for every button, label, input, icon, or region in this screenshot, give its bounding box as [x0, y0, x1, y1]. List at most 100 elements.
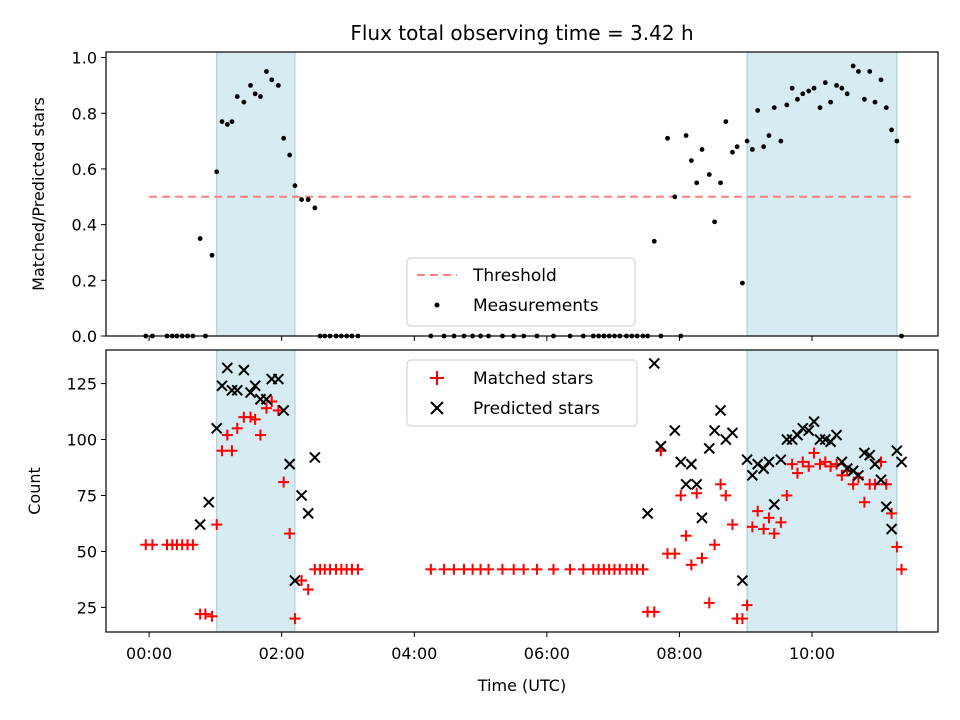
matched-star-point [685, 559, 697, 571]
bottom-plot-frame [105, 349, 939, 633]
matched-star-points [140, 395, 908, 625]
measurement-point [723, 119, 729, 125]
top-shaded-intervals [216, 51, 898, 337]
measurement-point [795, 96, 800, 102]
shaded-interval-2 [746, 51, 898, 337]
matched-star-point [758, 523, 770, 535]
measurement-point [744, 138, 750, 144]
matched-star-point [858, 496, 870, 508]
matched-star-point [797, 456, 809, 468]
measurement-point [784, 102, 790, 108]
matched-star-point [736, 613, 748, 625]
measurement-point [872, 99, 878, 105]
measurement-point [878, 77, 884, 83]
predicted-star-point [714, 404, 727, 417]
matched-star-point [648, 606, 660, 618]
matched-star-point [231, 422, 243, 434]
matched-star-point [289, 613, 301, 625]
top-x-ticks [148, 336, 813, 341]
measurement-point [856, 69, 861, 74]
measurement-point [761, 144, 767, 150]
y-tick-label: 0.4 [72, 216, 97, 235]
measurement-point [219, 119, 225, 125]
matched-star-point [577, 563, 589, 575]
matched-star-point [781, 489, 793, 501]
measurement-point [694, 180, 700, 186]
matched-star-point [746, 521, 758, 533]
measurement-point [755, 108, 761, 113]
predicted-star-point [895, 456, 908, 468]
matched-star-point [696, 552, 708, 564]
predicted-star-points [194, 357, 908, 587]
predicted-star-point [703, 442, 715, 455]
matched-star-point [763, 512, 775, 524]
x-tick-label: 08:00 [656, 644, 702, 663]
predicted-star-point [211, 422, 223, 435]
bottom-legend: Matched stars Predicted stars [406, 359, 638, 427]
measurement-point [241, 99, 247, 105]
legend-measurements-swatch [434, 302, 440, 308]
predicted-star-point [309, 451, 321, 464]
matched-star-point [352, 563, 364, 575]
matched-star-point [637, 563, 649, 575]
measurement-point [197, 236, 203, 241]
measurement-point [214, 169, 220, 175]
x-axis-label: Time (UTC) [477, 676, 566, 695]
predicted-star-point [763, 456, 775, 468]
matched-star-point [752, 505, 764, 517]
top-y-axis-label: Matched/Predicted stars [29, 97, 48, 291]
measurement-point [683, 133, 689, 138]
measurement-point [305, 197, 311, 202]
top-legend: Threshold Measurements [406, 257, 636, 327]
measurement-point [665, 135, 670, 141]
y-tick-label: 125 [66, 375, 97, 394]
predicted-star-point [289, 574, 301, 587]
matched-star-point [869, 478, 881, 490]
measurement-point [749, 147, 755, 152]
measurement-point [834, 83, 839, 88]
measurement-point [234, 94, 240, 99]
matched-star-point [518, 563, 530, 575]
predicted-star-point [741, 453, 753, 466]
predicted-star-point [655, 440, 667, 452]
measurement-point [706, 172, 712, 177]
measurement-point [224, 121, 230, 127]
measurement-point [800, 91, 806, 97]
predicted-star-point [238, 364, 250, 376]
measurement-point [789, 85, 795, 91]
predicted-star-point [841, 462, 853, 475]
predicted-star-point [885, 523, 898, 535]
measurement-point [281, 135, 287, 141]
matched-star-point [146, 539, 158, 551]
matched-star-point [703, 597, 715, 609]
predicted-star-point [244, 386, 257, 399]
predicted-star-point [808, 415, 820, 428]
measurement-point [275, 83, 281, 88]
matched-star-point [808, 447, 820, 459]
chart-title: Flux total observing time = 3.42 h [350, 21, 693, 45]
matched-star-point [531, 563, 543, 575]
matched-star-point [483, 563, 495, 575]
matched-star-point [803, 460, 815, 472]
predicted-star-point [864, 449, 876, 461]
predicted-star-point [669, 424, 681, 437]
x-tick-label: 04:00 [391, 644, 437, 663]
x-tick-label: 06:00 [524, 644, 570, 663]
predicted-star-point [875, 474, 887, 486]
matched-star-point [496, 563, 508, 575]
legend-measurements-label: Measurements [473, 296, 599, 316]
legend-threshold-label: Threshold [472, 266, 557, 286]
measurement-point [287, 152, 293, 158]
matched-star-point [254, 429, 266, 441]
y-tick-label: 100 [66, 431, 97, 450]
predicted-star-point [277, 404, 290, 417]
matched-star-point [791, 467, 803, 479]
measurement-point [248, 83, 253, 88]
predicted-star-point [797, 422, 809, 435]
predicted-star-point [726, 427, 739, 439]
matched-star-point [847, 478, 859, 490]
bottom-panel: 25 50 75 100 125 00:00 02:00 04:00 06:00 08:00 10… [25, 349, 939, 695]
x-tick-label: 10:00 [789, 644, 835, 663]
matched-star-point [302, 583, 314, 595]
predicted-star-point [751, 458, 764, 470]
